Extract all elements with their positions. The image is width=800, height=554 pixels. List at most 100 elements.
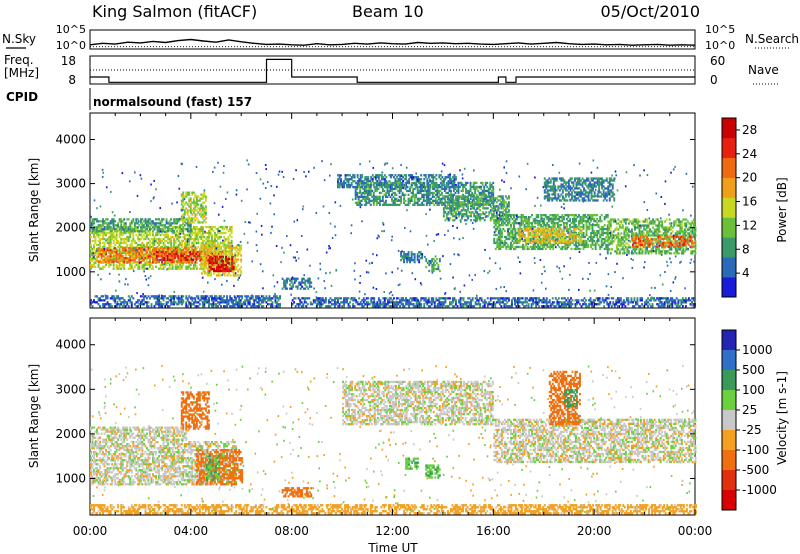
power-cell bbox=[158, 267, 161, 270]
power-cell bbox=[226, 305, 229, 308]
power-cell bbox=[152, 226, 154, 229]
power-cell bbox=[486, 185, 489, 189]
power-cell bbox=[170, 243, 173, 247]
power-cell bbox=[486, 207, 489, 210]
power-cell bbox=[127, 261, 130, 264]
power-cell bbox=[152, 245, 154, 249]
power-cell bbox=[132, 237, 135, 241]
power-cell bbox=[179, 267, 182, 270]
power-cell bbox=[214, 267, 216, 270]
power-cell bbox=[142, 263, 145, 266]
power-cell bbox=[506, 224, 509, 227]
power-cell bbox=[166, 250, 169, 254]
power-cell bbox=[425, 265, 428, 269]
power-cell bbox=[121, 263, 124, 266]
power-cell bbox=[111, 249, 114, 253]
power-cell bbox=[510, 241, 512, 245]
power-cell bbox=[182, 259, 185, 262]
power-cell bbox=[127, 247, 130, 250]
power-cell bbox=[138, 257, 141, 260]
power-cell bbox=[389, 195, 392, 198]
power-cell bbox=[232, 272, 235, 275]
power-cell bbox=[156, 222, 159, 225]
power-cell bbox=[538, 222, 541, 225]
power-cell bbox=[149, 226, 151, 229]
power-cell bbox=[105, 226, 108, 229]
power-cell bbox=[150, 253, 153, 256]
power-cell bbox=[208, 231, 210, 235]
power-cell bbox=[195, 252, 198, 256]
power-cell bbox=[528, 220, 531, 223]
power-cell bbox=[491, 197, 494, 200]
power-cell bbox=[529, 231, 532, 235]
power-cell bbox=[491, 195, 494, 198]
power-cell bbox=[174, 256, 177, 260]
power-cell bbox=[165, 259, 168, 262]
power-cell bbox=[553, 243, 556, 247]
power-cell bbox=[135, 257, 138, 260]
power-cell bbox=[212, 239, 215, 243]
power-cell bbox=[235, 299, 238, 302]
power-cell bbox=[149, 249, 151, 253]
power-cell bbox=[158, 239, 161, 243]
power-cell bbox=[149, 247, 151, 250]
power-cell bbox=[93, 228, 95, 231]
power-cell bbox=[115, 263, 118, 266]
power-cell bbox=[99, 259, 102, 262]
power-cell bbox=[490, 183, 493, 187]
power-cell bbox=[198, 267, 201, 270]
power-cell bbox=[130, 305, 133, 308]
power-cell bbox=[462, 189, 465, 193]
power-cell bbox=[353, 174, 356, 177]
power-cell bbox=[152, 257, 154, 260]
power-cell bbox=[99, 261, 102, 264]
power-cell bbox=[147, 233, 150, 237]
power-cell bbox=[124, 224, 127, 227]
power-cell bbox=[139, 218, 142, 221]
power-cell bbox=[206, 253, 209, 256]
power-cell bbox=[174, 245, 177, 249]
power-cell bbox=[310, 281, 313, 284]
power-cell bbox=[440, 197, 443, 200]
power-cell bbox=[404, 199, 407, 202]
power-cell bbox=[218, 231, 221, 235]
power-cell bbox=[192, 239, 195, 243]
power-cell bbox=[165, 230, 168, 233]
power-cell bbox=[162, 256, 165, 260]
power-cell bbox=[492, 187, 495, 191]
power-cell bbox=[174, 254, 177, 258]
power-cell bbox=[271, 297, 274, 300]
power-cell bbox=[141, 253, 144, 256]
power-cell bbox=[239, 299, 242, 302]
power-cell bbox=[590, 220, 593, 223]
power-cell bbox=[428, 185, 431, 189]
power-cell bbox=[197, 207, 200, 210]
power-cell bbox=[162, 265, 165, 268]
power-cell bbox=[508, 203, 510, 206]
power-cell bbox=[226, 253, 229, 256]
power-cell bbox=[141, 243, 144, 247]
power-cell bbox=[416, 187, 419, 191]
power-cell bbox=[109, 237, 112, 241]
power-cell bbox=[226, 225, 229, 229]
power-cell bbox=[227, 243, 230, 247]
power-cell bbox=[501, 207, 504, 210]
power-cell bbox=[582, 224, 585, 227]
power-cell bbox=[164, 227, 167, 231]
power-cell bbox=[174, 267, 177, 270]
power-cell bbox=[585, 231, 588, 235]
power-cell bbox=[102, 249, 105, 252]
power-cell bbox=[453, 183, 455, 187]
power-cell bbox=[454, 187, 457, 191]
power-cell bbox=[142, 220, 145, 223]
power-cell bbox=[401, 181, 404, 185]
power-cell bbox=[153, 241, 156, 245]
power-cell bbox=[102, 255, 105, 258]
power-cell bbox=[167, 228, 170, 231]
power-cell bbox=[403, 251, 406, 254]
power-cell bbox=[191, 233, 194, 237]
power-cell bbox=[191, 237, 194, 241]
power-cell bbox=[410, 183, 413, 187]
power-cell bbox=[409, 201, 412, 204]
power-cell bbox=[118, 220, 121, 223]
